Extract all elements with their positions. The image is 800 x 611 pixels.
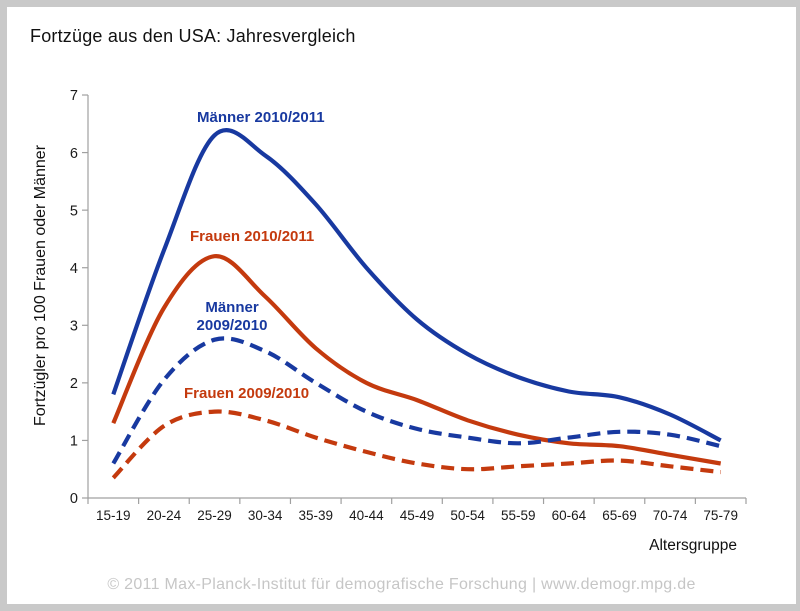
series-label-maenner-2009-2010-line1: Männer <box>205 299 259 316</box>
chart-canvas: Fortzüge aus den USA: Jahresvergleich Fo… <box>7 7 796 604</box>
copyright-footer: © 2011 Max-Planck-Institut für demografi… <box>107 576 696 593</box>
series-line-maenner-2009-2010 <box>111 336 722 465</box>
x-tick-label: 20-24 <box>147 508 182 523</box>
series-label-maenner-2009-2010: Männer 2009/2010 <box>178 299 286 335</box>
line-chart: 0 1 2 3 4 5 6 7 15-19 20-24 25-29 30-34 35-39 40-44 45… <box>70 88 747 523</box>
x-tick-label: 25-29 <box>197 508 232 523</box>
x-tick-label: 40-44 <box>349 508 384 523</box>
series-line-frauen-2009-2010 <box>111 409 721 480</box>
x-tick-label: 70-74 <box>653 508 688 523</box>
series-line-maenner-2010-2011 <box>111 128 722 443</box>
x-tick-label: 75-79 <box>703 508 738 523</box>
x-tick-label: 60-64 <box>552 508 587 523</box>
x-tick-label: 30-34 <box>248 508 283 523</box>
x-tick-label: 65-69 <box>602 508 637 523</box>
y-tick-label: 3 <box>70 318 78 334</box>
series-label-maenner-2009-2010-line2: 2009/2010 <box>196 317 268 334</box>
y-tick-label: 1 <box>70 434 78 450</box>
y-tick-label: 5 <box>70 203 78 219</box>
series-label-maenner-2010-2011: Männer 2010/2011 <box>197 109 325 126</box>
series-label-frauen-2010-2011: Frauen 2010/2011 <box>190 228 315 245</box>
x-tick-label: 50-54 <box>450 508 485 523</box>
y-tick-label: 0 <box>70 491 78 507</box>
x-tick-label: 45-49 <box>400 508 435 523</box>
series-label-frauen-2009-2010: Frauen 2009/2010 <box>184 385 310 402</box>
x-tick-label: 15-19 <box>96 508 131 523</box>
series-line-frauen-2010-2011 <box>111 254 722 466</box>
y-tick-label: 4 <box>70 261 78 277</box>
x-tick-label: 35-39 <box>299 508 334 523</box>
y-tick-label: 7 <box>70 88 78 104</box>
x-axis-title: Altersgruppe <box>649 537 737 554</box>
x-tick-label: 55-59 <box>501 508 536 523</box>
y-tick-label: 6 <box>70 146 78 162</box>
y-tick-label: 2 <box>70 376 78 392</box>
chart-title: Fortzüge aus den USA: Jahresvergleich <box>30 26 356 46</box>
